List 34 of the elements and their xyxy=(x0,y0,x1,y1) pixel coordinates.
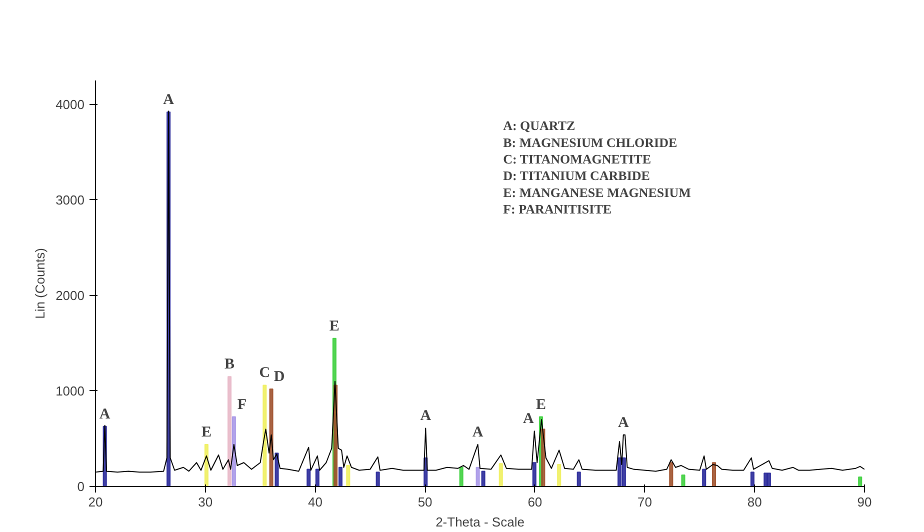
annotation: F: PARANITISITE xyxy=(503,202,612,217)
x-tick-label: 20 xyxy=(88,494,103,510)
y-tick-label: 3000 xyxy=(56,192,84,208)
annotation: E: MANGANESE MAGNESIUM xyxy=(503,184,691,200)
y-tick-label: 2000 xyxy=(56,288,84,303)
annotation: F xyxy=(237,396,247,413)
annotation: E xyxy=(536,396,546,413)
annotation: C xyxy=(259,365,270,382)
annotation: A xyxy=(420,408,432,424)
y-tick-label: 1000 xyxy=(56,383,84,398)
annotation: A xyxy=(618,414,629,431)
x-tick-label: 30 xyxy=(198,494,213,510)
x-tick-label: 60 xyxy=(528,494,542,510)
y-tick-label: 4000 xyxy=(56,96,84,112)
annotation: A xyxy=(522,411,534,428)
annotation: D: TITANIUM CARBIDE xyxy=(503,168,650,184)
annotation: E xyxy=(329,318,340,334)
x-tick-label: 80 xyxy=(747,494,762,510)
y-axis-title: Lin (Counts) xyxy=(32,248,48,319)
annotation: A xyxy=(99,406,110,422)
annotation: B: MAGNESIUM CHLORIDE xyxy=(503,134,678,150)
x-axis-title: 2-Theta - Scale xyxy=(436,514,524,530)
annotation: E xyxy=(201,424,212,440)
annotation: A xyxy=(472,424,484,440)
x-tick-label: 90 xyxy=(857,494,872,510)
annotation: A: QUARTZ xyxy=(503,118,576,134)
x-tick-label: 50 xyxy=(418,494,432,510)
y-tick-label: 0 xyxy=(77,479,85,494)
annotation: D xyxy=(274,369,285,386)
annotation: B xyxy=(224,356,235,373)
x-tick-label: 40 xyxy=(308,494,322,510)
annotation: A xyxy=(163,92,174,108)
annotation: C: TITANOMAGNETITE xyxy=(503,151,652,166)
x-tick-label: 70 xyxy=(638,494,652,510)
